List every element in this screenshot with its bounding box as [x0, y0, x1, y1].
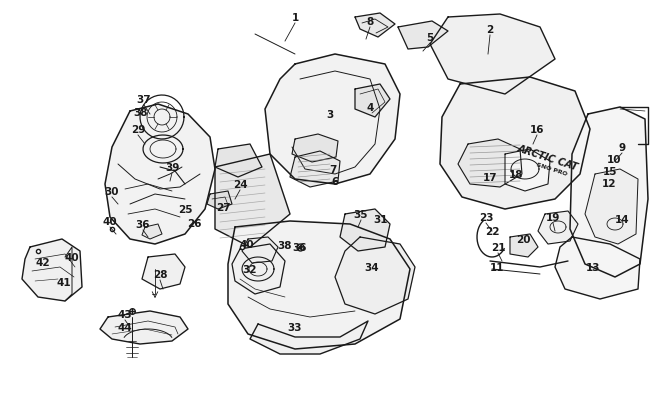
Text: 19: 19	[546, 213, 560, 222]
Text: 27: 27	[216, 202, 230, 213]
Polygon shape	[355, 14, 395, 38]
Polygon shape	[585, 170, 638, 244]
Polygon shape	[22, 239, 82, 301]
Polygon shape	[100, 311, 188, 344]
Text: 40: 40	[103, 216, 117, 226]
Text: 12: 12	[602, 179, 616, 189]
Text: 2: 2	[486, 25, 493, 35]
Text: 5: 5	[426, 33, 434, 43]
Text: 13: 13	[586, 262, 600, 272]
Polygon shape	[398, 22, 448, 50]
Text: SNO PRO: SNO PRO	[536, 162, 568, 177]
Polygon shape	[232, 244, 285, 294]
Text: 10: 10	[606, 155, 621, 164]
Polygon shape	[555, 237, 640, 299]
Text: 25: 25	[177, 205, 192, 215]
Polygon shape	[355, 85, 390, 118]
Text: 38: 38	[278, 241, 292, 250]
Polygon shape	[570, 108, 648, 277]
Text: 23: 23	[479, 213, 493, 222]
Text: 35: 35	[354, 209, 369, 220]
Polygon shape	[265, 55, 400, 185]
Polygon shape	[290, 151, 340, 188]
Polygon shape	[538, 211, 578, 244]
Polygon shape	[242, 237, 278, 263]
Text: 15: 15	[603, 166, 618, 177]
Text: 44: 44	[118, 322, 133, 332]
Text: 36: 36	[292, 243, 307, 252]
Text: 20: 20	[515, 234, 530, 244]
Text: 7: 7	[330, 164, 337, 175]
Polygon shape	[142, 254, 185, 289]
Polygon shape	[440, 78, 590, 209]
Text: 40: 40	[65, 252, 79, 262]
Text: 40: 40	[240, 239, 254, 249]
Polygon shape	[430, 15, 555, 95]
Text: 6: 6	[332, 177, 339, 187]
Text: 16: 16	[530, 125, 544, 135]
Polygon shape	[250, 321, 368, 354]
Polygon shape	[228, 222, 410, 349]
Polygon shape	[335, 237, 415, 314]
Text: 11: 11	[489, 262, 504, 272]
Polygon shape	[215, 145, 262, 177]
Text: 3: 3	[326, 110, 333, 120]
Text: 21: 21	[491, 243, 505, 252]
Text: 26: 26	[187, 218, 202, 228]
Polygon shape	[340, 209, 390, 252]
Text: 39: 39	[165, 162, 179, 173]
Text: 36: 36	[136, 220, 150, 230]
Polygon shape	[207, 192, 232, 209]
Polygon shape	[292, 135, 338, 162]
Text: 42: 42	[36, 257, 50, 267]
Polygon shape	[215, 155, 290, 247]
Text: 29: 29	[131, 125, 145, 135]
Text: 34: 34	[365, 262, 380, 272]
Text: 43: 43	[118, 309, 133, 319]
Text: ARCTIC CAT: ARCTIC CAT	[516, 143, 580, 172]
Text: 18: 18	[509, 170, 523, 179]
Text: 8: 8	[367, 17, 374, 27]
Text: 24: 24	[233, 179, 247, 190]
Text: 30: 30	[105, 187, 119, 196]
Polygon shape	[510, 234, 538, 257]
Text: 37: 37	[136, 95, 151, 105]
Text: 14: 14	[615, 215, 629, 224]
Text: 33: 33	[288, 322, 302, 332]
Polygon shape	[142, 224, 162, 239]
Text: 38: 38	[134, 108, 148, 118]
Text: 1: 1	[291, 13, 298, 23]
Text: 31: 31	[374, 215, 388, 224]
Text: 9: 9	[618, 143, 625, 153]
Text: 22: 22	[485, 226, 499, 237]
Text: 28: 28	[153, 269, 167, 279]
Polygon shape	[505, 149, 550, 192]
Text: 4: 4	[367, 103, 374, 113]
Polygon shape	[105, 105, 215, 244]
Polygon shape	[458, 140, 522, 188]
Text: 32: 32	[242, 264, 257, 274]
Text: 17: 17	[483, 173, 497, 183]
Text: 41: 41	[57, 277, 72, 287]
